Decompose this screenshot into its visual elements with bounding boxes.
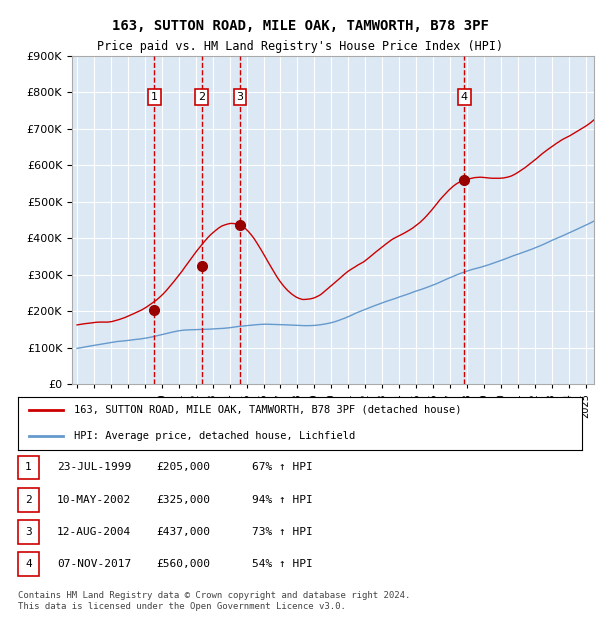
Text: 10-MAY-2002: 10-MAY-2002 xyxy=(57,495,131,505)
Text: 4: 4 xyxy=(25,559,32,569)
Text: 163, SUTTON ROAD, MILE OAK, TAMWORTH, B78 3PF (detached house): 163, SUTTON ROAD, MILE OAK, TAMWORTH, B7… xyxy=(74,405,462,415)
Text: 12-AUG-2004: 12-AUG-2004 xyxy=(57,527,131,537)
Text: £437,000: £437,000 xyxy=(156,527,210,537)
Text: Contains HM Land Registry data © Crown copyright and database right 2024.
This d: Contains HM Land Registry data © Crown c… xyxy=(18,591,410,611)
Text: 54% ↑ HPI: 54% ↑ HPI xyxy=(252,559,313,569)
Text: Price paid vs. HM Land Registry's House Price Index (HPI): Price paid vs. HM Land Registry's House … xyxy=(97,40,503,53)
Text: £325,000: £325,000 xyxy=(156,495,210,505)
Text: 4: 4 xyxy=(461,92,468,102)
Text: 3: 3 xyxy=(236,92,244,102)
Text: 23-JUL-1999: 23-JUL-1999 xyxy=(57,463,131,472)
Text: 3: 3 xyxy=(25,527,32,537)
Text: £560,000: £560,000 xyxy=(156,559,210,569)
Text: 163, SUTTON ROAD, MILE OAK, TAMWORTH, B78 3PF: 163, SUTTON ROAD, MILE OAK, TAMWORTH, B7… xyxy=(112,19,488,33)
Text: 1: 1 xyxy=(25,463,32,472)
Text: 2: 2 xyxy=(25,495,32,505)
Text: 73% ↑ HPI: 73% ↑ HPI xyxy=(252,527,313,537)
Text: 2: 2 xyxy=(198,92,205,102)
Text: 67% ↑ HPI: 67% ↑ HPI xyxy=(252,463,313,472)
Text: £205,000: £205,000 xyxy=(156,463,210,472)
Text: 07-NOV-2017: 07-NOV-2017 xyxy=(57,559,131,569)
Text: 94% ↑ HPI: 94% ↑ HPI xyxy=(252,495,313,505)
Text: 1: 1 xyxy=(151,92,158,102)
Text: HPI: Average price, detached house, Lichfield: HPI: Average price, detached house, Lich… xyxy=(74,432,356,441)
